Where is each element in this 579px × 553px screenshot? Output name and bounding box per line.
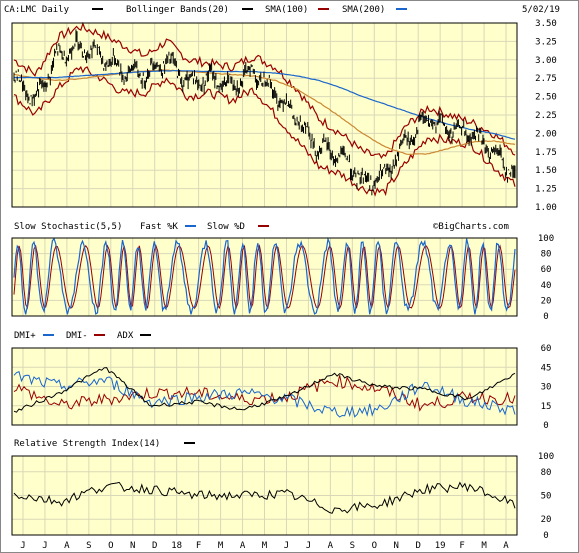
y-tick-label: 2.75 — [535, 74, 557, 84]
x-tick-label: J — [306, 541, 311, 551]
y-tick-label: 1.25 — [535, 185, 557, 195]
x-tick-label: 19 — [435, 541, 446, 551]
stochastic-panel-frame — [11, 237, 518, 317]
legend-bollinger-label: Bollinger Bands(20) — [126, 5, 229, 15]
y-tick-label: 40 — [541, 281, 552, 291]
y-tick-label: 100 — [538, 234, 554, 244]
y-tick-label: 45 — [541, 363, 552, 373]
date-label: 5/02/19 — [522, 5, 560, 15]
series-layer — [13, 21, 516, 514]
x-tick-label: A — [503, 541, 509, 551]
y-tick-label: 15 — [541, 402, 552, 412]
legend-adx-label: ADX — [117, 331, 134, 341]
y-tick-label: 60 — [541, 265, 552, 275]
x-tick-label: J — [20, 541, 25, 551]
y-tick-label: 20 — [541, 296, 552, 306]
y-tick-label: 80 — [541, 468, 552, 478]
x-tick-label: N — [394, 541, 399, 551]
y-tick-label: 20 — [541, 515, 552, 525]
y-tick-label: 0 — [543, 421, 548, 431]
x-tick-label: M — [218, 541, 224, 551]
x-tick-label: J — [284, 541, 289, 551]
x-tick-label: A — [328, 541, 334, 551]
legend-fast-k-label: Fast %K — [140, 222, 179, 232]
legend-sma200-label: SMA(200) — [342, 5, 385, 15]
x-tick-label: F — [196, 541, 201, 551]
bollinger-upper-line — [13, 21, 516, 159]
y-tick-label: 30 — [541, 383, 552, 393]
y-tick-label: 1.50 — [535, 166, 557, 176]
legend-dmi-minus-label: DMI- — [66, 331, 88, 341]
y-tick-label: 2.25 — [535, 111, 557, 121]
y-tick-label: 3.50 — [535, 19, 557, 29]
legend-sma100-label: SMA(100) — [265, 5, 308, 15]
adx-line — [13, 367, 516, 413]
tick-labels-layer: J J A S O N D 18 F M A M J J A S O N D 19 F M A 3.50 3.25 3.00 2.7… — [20, 19, 557, 551]
y-tick-label: 3.25 — [535, 37, 557, 47]
rsi-panel-frame — [11, 455, 518, 536]
symbol-label: CA:LMC Daily — [4, 5, 70, 15]
x-tick-label: M — [481, 541, 487, 551]
y-tick-label: 100 — [538, 452, 554, 462]
x-tick-label: M — [262, 541, 268, 551]
dmi-panel-frame — [11, 347, 518, 426]
x-tick-label: N — [130, 541, 135, 551]
watermark: ©BigCharts.com — [433, 222, 509, 232]
dmi-minus-line — [13, 375, 516, 412]
y-tick-label: 2.00 — [535, 129, 557, 139]
x-tick-label: J — [42, 541, 47, 551]
x-tick-label: D — [152, 541, 157, 551]
y-tick-label: 0 — [543, 531, 548, 541]
rsi-title: Relative Strength Index(14) — [14, 439, 160, 449]
y-tick-label: 3.00 — [535, 56, 557, 66]
x-tick-label: A — [240, 541, 246, 551]
x-tick-label: O — [108, 541, 113, 551]
y-tick-label: 1.00 — [535, 203, 557, 213]
y-tick-label: 80 — [541, 250, 552, 260]
legend-dmi-plus-label: DMI+ — [14, 331, 36, 341]
rsi-line — [13, 481, 516, 514]
x-tick-label: F — [459, 541, 464, 551]
price-panel-frame — [11, 22, 518, 208]
y-tick-label: 60 — [541, 344, 552, 354]
x-tick-label: D — [415, 541, 420, 551]
x-tick-label: O — [372, 541, 377, 551]
x-tick-label: A — [64, 541, 70, 551]
y-tick-label: 2.50 — [535, 93, 557, 103]
x-tick-label: 18 — [171, 541, 182, 551]
fast-k-line — [13, 237, 516, 316]
price-panel: CA:LMC Daily Bollinger Bands(20) SMA(100… — [4, 5, 560, 207]
x-tick-label: S — [86, 541, 91, 551]
y-tick-label: 50 — [541, 492, 552, 502]
y-tick-label: 1.75 — [535, 148, 557, 158]
x-tick-label: S — [350, 541, 355, 551]
sma100-line — [13, 69, 516, 155]
legend-slow-d-label: Slow %D — [207, 222, 245, 232]
stochastic-title: Slow Stochastic(5,5) — [14, 222, 122, 232]
y-tick-label: 0 — [543, 312, 548, 322]
